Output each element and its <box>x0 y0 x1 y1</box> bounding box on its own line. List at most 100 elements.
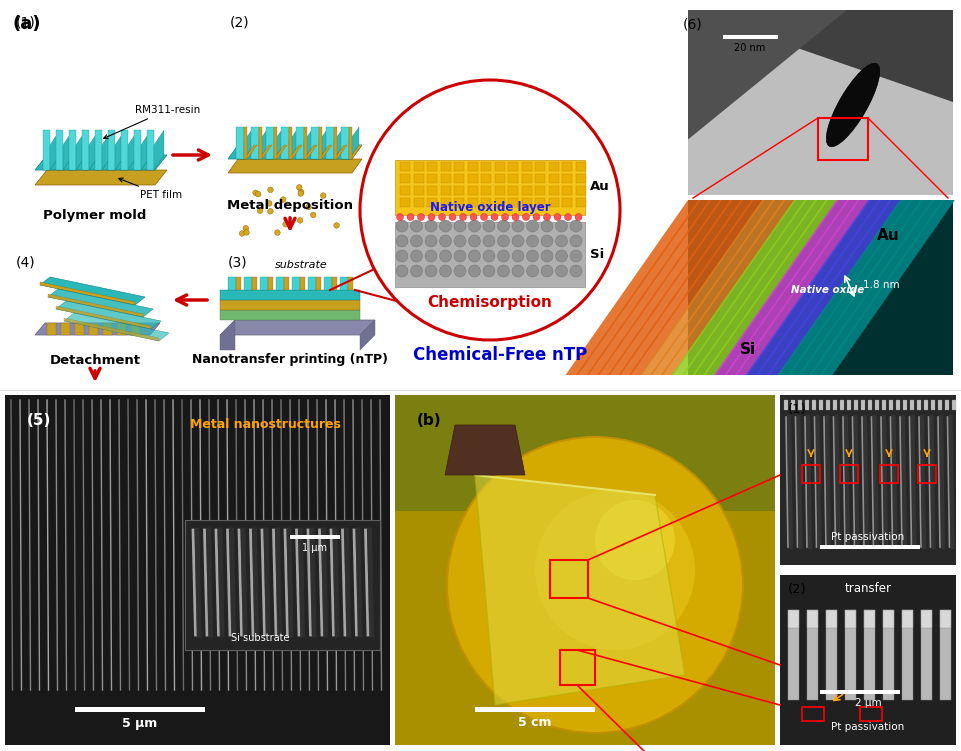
Polygon shape <box>121 155 138 170</box>
Circle shape <box>439 235 452 247</box>
Bar <box>413 198 424 207</box>
Bar <box>826 610 837 700</box>
Circle shape <box>454 235 466 247</box>
Text: RM311-resin: RM311-resin <box>104 105 200 139</box>
Polygon shape <box>308 277 316 290</box>
Circle shape <box>428 213 435 221</box>
Polygon shape <box>475 475 685 705</box>
Circle shape <box>438 213 446 221</box>
Bar <box>902 610 913 700</box>
Polygon shape <box>274 127 284 159</box>
Circle shape <box>469 235 480 247</box>
Polygon shape <box>259 127 269 159</box>
Bar <box>921 610 932 700</box>
Polygon shape <box>220 290 360 300</box>
Bar <box>924 400 928 410</box>
Bar <box>495 174 505 183</box>
Bar <box>917 400 921 410</box>
Polygon shape <box>608 200 743 375</box>
Circle shape <box>425 265 437 277</box>
Bar <box>427 162 437 171</box>
Polygon shape <box>82 130 89 170</box>
Polygon shape <box>349 127 352 159</box>
Bar <box>395 395 775 745</box>
Polygon shape <box>349 145 362 159</box>
Bar <box>931 400 935 410</box>
Polygon shape <box>128 130 138 170</box>
Circle shape <box>564 213 572 221</box>
Text: substrate: substrate <box>275 260 328 270</box>
Text: 5 μm: 5 μm <box>122 716 158 729</box>
Circle shape <box>410 250 423 262</box>
Bar <box>802 465 820 483</box>
Bar <box>395 222 585 287</box>
Polygon shape <box>777 200 913 375</box>
Text: (4): (4) <box>16 255 36 269</box>
Polygon shape <box>598 200 732 375</box>
Polygon shape <box>289 127 299 159</box>
Circle shape <box>306 204 311 210</box>
Text: (3): (3) <box>228 255 248 269</box>
Bar <box>454 162 464 171</box>
Bar <box>549 174 558 183</box>
Polygon shape <box>95 155 112 170</box>
Polygon shape <box>228 159 362 173</box>
Polygon shape <box>651 200 785 375</box>
Bar <box>413 162 424 171</box>
Bar <box>395 395 775 511</box>
Polygon shape <box>220 320 375 335</box>
Text: (2): (2) <box>788 583 806 596</box>
Polygon shape <box>319 145 332 159</box>
Polygon shape <box>332 277 337 290</box>
Bar <box>400 186 410 195</box>
Circle shape <box>397 213 404 221</box>
Bar <box>550 560 588 598</box>
Polygon shape <box>360 320 375 350</box>
Bar <box>903 400 907 410</box>
Circle shape <box>498 235 509 247</box>
Circle shape <box>570 250 582 262</box>
Text: 2 μm: 2 μm <box>854 698 881 708</box>
Bar <box>819 400 823 410</box>
Text: Si: Si <box>590 248 604 261</box>
Bar <box>562 186 572 195</box>
Polygon shape <box>43 130 50 170</box>
Circle shape <box>439 265 452 277</box>
Bar <box>454 186 464 195</box>
Bar <box>508 198 518 207</box>
Circle shape <box>396 250 408 262</box>
Polygon shape <box>820 200 955 375</box>
Polygon shape <box>220 310 360 320</box>
Bar <box>495 198 505 207</box>
Polygon shape <box>316 277 321 290</box>
Circle shape <box>410 235 423 247</box>
Circle shape <box>281 197 286 202</box>
Bar <box>826 610 837 628</box>
Polygon shape <box>259 127 262 159</box>
Text: Nanotransfer printing (nTP): Nanotransfer printing (nTP) <box>192 354 388 366</box>
Circle shape <box>268 187 273 193</box>
Bar <box>413 186 424 195</box>
Polygon shape <box>289 127 292 159</box>
Bar <box>290 535 340 538</box>
Polygon shape <box>619 200 753 375</box>
Text: PET film: PET film <box>119 178 183 200</box>
Text: Metal nanostructures: Metal nanostructures <box>189 418 340 432</box>
Polygon shape <box>334 127 344 159</box>
Circle shape <box>454 250 466 262</box>
Circle shape <box>527 250 538 262</box>
Bar <box>882 400 886 410</box>
Bar <box>508 174 518 183</box>
Polygon shape <box>108 155 125 170</box>
Bar <box>61 323 70 335</box>
Bar <box>454 174 464 183</box>
Bar <box>549 186 558 195</box>
Bar <box>889 400 893 410</box>
Bar <box>910 400 914 410</box>
Circle shape <box>267 209 273 214</box>
Polygon shape <box>35 323 160 335</box>
Polygon shape <box>134 130 141 170</box>
Circle shape <box>555 235 568 247</box>
Bar <box>535 162 545 171</box>
Polygon shape <box>259 145 272 159</box>
